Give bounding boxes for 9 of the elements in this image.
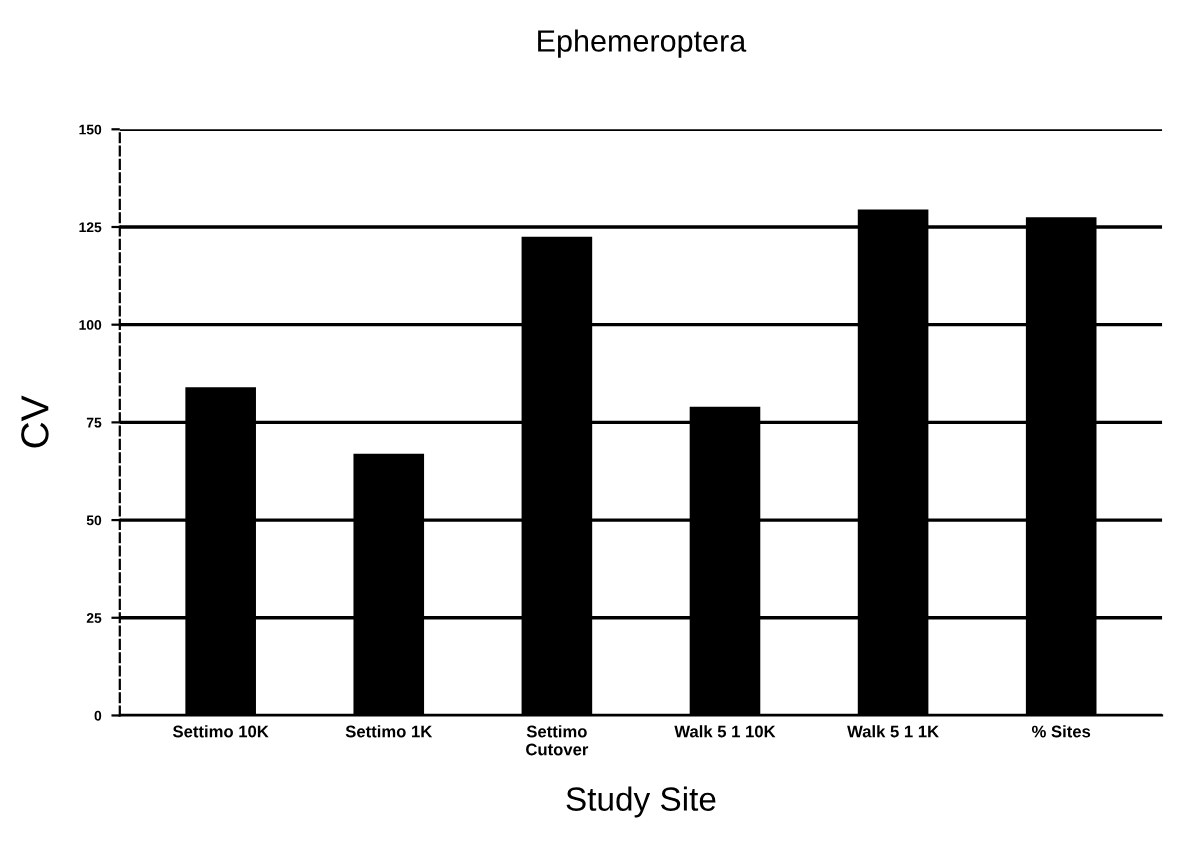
chart-title: Ephemeroptera (538, 29, 747, 58)
x-tick-label: Walk 5 1 1K (847, 725, 939, 738)
x-tick-label: Settimo 1K (345, 725, 433, 738)
x-axis-title: Study Site (566, 786, 716, 818)
x-tick-label: % Sites (1031, 725, 1091, 738)
x-tick-label: Walk 5 1 10K (674, 725, 776, 738)
x-tick-label: Settimo 10K (172, 725, 269, 738)
y-axis-title: CV (21, 395, 49, 448)
x-tick-label: Settimo Cutover (526, 725, 589, 756)
